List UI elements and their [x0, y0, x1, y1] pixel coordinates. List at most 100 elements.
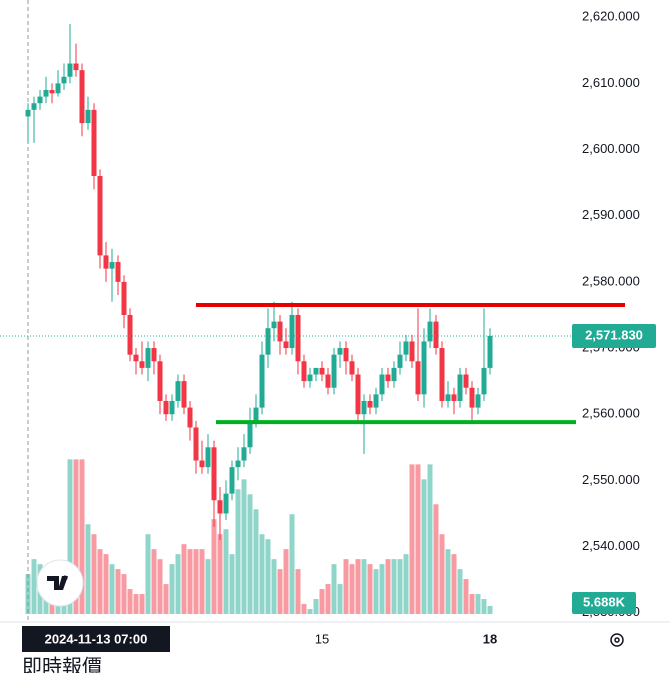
volume-bar: [73, 459, 79, 614]
candle-body: [361, 400, 367, 415]
candle-body: [427, 321, 433, 342]
volume-bar: [157, 559, 163, 614]
volume-bar: [475, 594, 481, 614]
candle-body: [355, 374, 361, 415]
volume-bar: [451, 554, 457, 614]
last-volume-box: [572, 592, 636, 614]
candle-body: [247, 420, 253, 448]
volume-bar: [277, 569, 283, 614]
y-tick-label: 2,620.000: [582, 9, 640, 24]
candle-body: [73, 63, 79, 71]
y-tick-label: 2,550.000: [582, 472, 640, 487]
volume-bar: [301, 604, 307, 614]
volume-bar: [127, 589, 133, 614]
candle-body: [187, 407, 193, 428]
candle-body: [157, 361, 163, 401]
volume-bar: [97, 549, 103, 614]
candle-body: [415, 361, 421, 395]
volume-bar: [163, 584, 169, 614]
last-price-box: [572, 323, 656, 348]
candle-body: [433, 321, 439, 349]
volume-bar: [379, 564, 385, 614]
volume-bar: [211, 519, 217, 614]
volume-bar: [307, 609, 313, 614]
candle-body: [211, 447, 217, 501]
volume-bar: [235, 489, 241, 614]
candle-body: [409, 341, 415, 362]
candle-body: [301, 361, 307, 382]
volume-bar: [487, 605, 493, 614]
candle-body: [295, 314, 301, 362]
volume-bar: [409, 464, 415, 614]
volume-bar: [25, 574, 31, 614]
volume-bar: [439, 534, 445, 614]
candle-body: [265, 328, 271, 355]
candle-body: [139, 361, 145, 368]
candle-body: [463, 374, 469, 388]
candle-body: [451, 394, 457, 401]
candle-body: [343, 348, 349, 362]
candle-body: [145, 348, 151, 368]
candle-body: [205, 447, 211, 468]
volume-bar: [313, 599, 319, 614]
volume-bar: [115, 569, 121, 614]
candle-body: [121, 281, 127, 315]
candle-body: [487, 335, 493, 368]
y-tick-label: 2,580.000: [582, 273, 640, 288]
volume-bar: [85, 524, 91, 614]
candle-body: [67, 63, 73, 77]
candle-body: [193, 427, 199, 461]
candle-body: [229, 467, 235, 494]
x-tick-label: 18: [483, 631, 497, 646]
volume-bar: [361, 559, 367, 614]
candle-body: [85, 109, 91, 124]
volume-bar: [121, 574, 127, 614]
volume-bar: [319, 589, 325, 614]
settings-icon[interactable]: [610, 633, 624, 647]
candle-body: [37, 96, 43, 104]
candle-body: [253, 407, 259, 421]
candle-body: [55, 83, 61, 94]
candle-body: [385, 374, 391, 382]
candle-body: [319, 367, 325, 375]
last-price-label: 2,571.830: [585, 327, 643, 342]
volume-bar: [253, 509, 259, 614]
volume-bar: [469, 594, 475, 614]
volume-bar: [187, 549, 193, 614]
volume-bar: [433, 504, 439, 614]
candle-body: [151, 348, 157, 362]
candle-body: [397, 354, 403, 368]
volume-bar: [103, 554, 109, 614]
candle-body: [109, 262, 115, 269]
volume-bar: [403, 554, 409, 614]
volume-bar: [109, 564, 115, 614]
candle-body: [283, 341, 289, 349]
candle-body: [331, 354, 337, 388]
candle-body: [439, 348, 445, 401]
volume-bar: [331, 564, 337, 614]
volume-bar: [397, 559, 403, 614]
candle-body: [337, 348, 343, 355]
candle-body: [421, 341, 427, 395]
volume-bar: [271, 559, 277, 614]
candle-body: [391, 367, 397, 382]
volume-bar: [79, 459, 85, 614]
volume-bar: [175, 554, 181, 614]
volume-bar: [421, 479, 427, 614]
candle-body: [373, 394, 379, 408]
volume-bar: [133, 594, 139, 614]
candle-body: [127, 314, 133, 355]
candle-body: [175, 381, 181, 401]
volume-bar: [367, 564, 373, 614]
volume-bar: [385, 559, 391, 614]
candle-body: [199, 460, 205, 468]
volume-bar: [223, 529, 229, 614]
x-tick-label: 15: [315, 631, 329, 646]
y-tick-label: 2,590.000: [582, 207, 640, 222]
candle-body: [223, 493, 229, 514]
volume-bar: [445, 549, 451, 614]
volume-bar: [31, 559, 37, 614]
candle-body: [307, 374, 313, 382]
volume-bar: [193, 549, 199, 614]
